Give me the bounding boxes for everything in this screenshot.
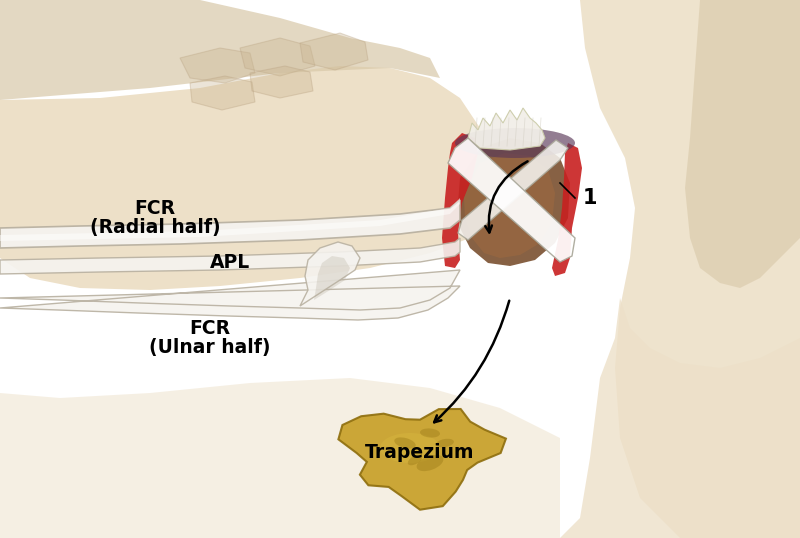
Polygon shape: [458, 140, 568, 240]
Text: (Radial half): (Radial half): [90, 218, 220, 237]
Polygon shape: [0, 378, 560, 538]
Polygon shape: [0, 238, 460, 274]
Polygon shape: [464, 153, 555, 258]
Ellipse shape: [455, 128, 575, 158]
Text: FCR: FCR: [190, 318, 230, 337]
Ellipse shape: [420, 428, 440, 437]
Polygon shape: [0, 198, 460, 241]
Polygon shape: [560, 298, 800, 538]
Polygon shape: [180, 48, 255, 83]
Ellipse shape: [380, 433, 440, 463]
Polygon shape: [0, 0, 490, 290]
Text: APL: APL: [210, 252, 250, 272]
Polygon shape: [250, 66, 313, 98]
Ellipse shape: [436, 439, 454, 447]
Polygon shape: [0, 200, 460, 248]
Ellipse shape: [408, 455, 422, 465]
Text: FCR: FCR: [134, 199, 175, 217]
Polygon shape: [458, 138, 570, 266]
Text: Trapezium: Trapezium: [366, 443, 474, 463]
Polygon shape: [0, 270, 460, 320]
Polygon shape: [448, 138, 575, 262]
Ellipse shape: [394, 437, 416, 449]
Polygon shape: [190, 76, 255, 110]
Polygon shape: [338, 409, 506, 509]
Polygon shape: [300, 33, 368, 70]
Polygon shape: [442, 133, 478, 268]
Text: (Ulnar half): (Ulnar half): [150, 338, 270, 357]
Ellipse shape: [417, 455, 443, 471]
Polygon shape: [240, 38, 315, 76]
Polygon shape: [314, 256, 350, 300]
Polygon shape: [580, 0, 800, 538]
Polygon shape: [552, 143, 582, 276]
Polygon shape: [300, 242, 360, 306]
Polygon shape: [685, 0, 800, 288]
Text: 1: 1: [582, 188, 598, 208]
Polygon shape: [0, 0, 440, 100]
Polygon shape: [468, 108, 545, 150]
